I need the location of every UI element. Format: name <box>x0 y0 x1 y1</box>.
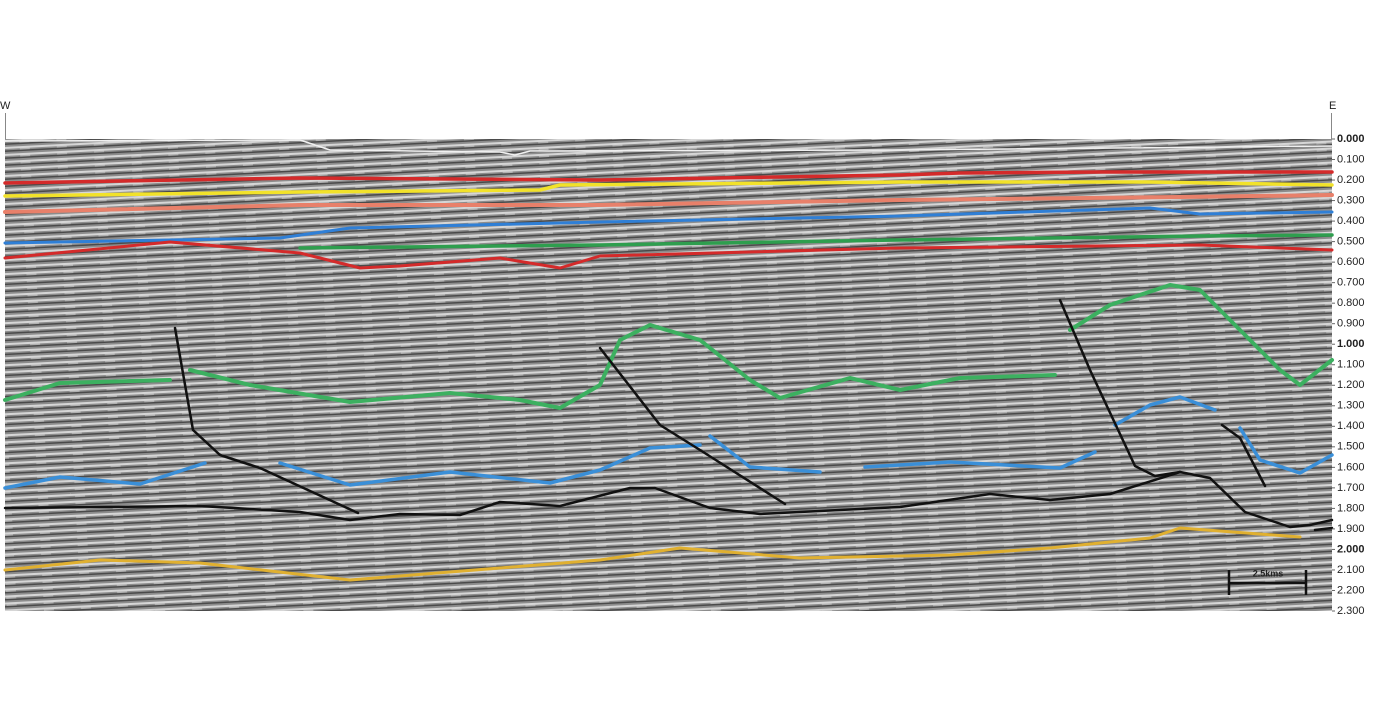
tick-label: 1.700 <box>1337 482 1365 494</box>
tick-label: 1.500 <box>1337 441 1365 453</box>
tick-label: 1.800 <box>1337 502 1365 514</box>
tick-label: 0.700 <box>1337 277 1365 289</box>
tick-label: 0.900 <box>1337 318 1365 330</box>
tick-label: 1.000 <box>1337 338 1365 350</box>
tick-label: 1.600 <box>1337 461 1365 473</box>
scale-label: 2.5kms <box>1253 568 1284 578</box>
tick-label: 0.200 <box>1337 174 1365 186</box>
tick-label: 0.100 <box>1337 153 1365 165</box>
tick-label: 0.000 <box>1337 133 1365 145</box>
scale-bar: 2.5kms <box>1227 568 1308 595</box>
horizons <box>3 139 1334 582</box>
tick-label: 1.200 <box>1337 379 1365 391</box>
seismic-section <box>5 139 1332 611</box>
tick-label: 0.400 <box>1337 215 1365 227</box>
tick-label: 2.000 <box>1337 543 1365 555</box>
tick-label: 1.400 <box>1337 420 1365 432</box>
tick-label: 1.300 <box>1337 400 1365 412</box>
east-label: E <box>1329 100 1336 112</box>
tick-label: 2.100 <box>1337 564 1365 576</box>
west-label: W <box>0 100 11 112</box>
tick-label: 0.600 <box>1337 256 1365 268</box>
tick-label: 2.200 <box>1337 584 1365 596</box>
tick-label: 1.100 <box>1337 359 1365 371</box>
depth-axis: 0.000 0.100 0.200 0.300 0.400 0.500 0.600 0.700… <box>1332 133 1365 617</box>
tick-label: 0.500 <box>1337 236 1365 248</box>
tick-label: 2.300 <box>1337 605 1365 617</box>
tick-label: 1.900 <box>1337 523 1365 535</box>
tick-label: 0.300 <box>1337 194 1365 206</box>
tick-label: 0.800 <box>1337 297 1365 309</box>
